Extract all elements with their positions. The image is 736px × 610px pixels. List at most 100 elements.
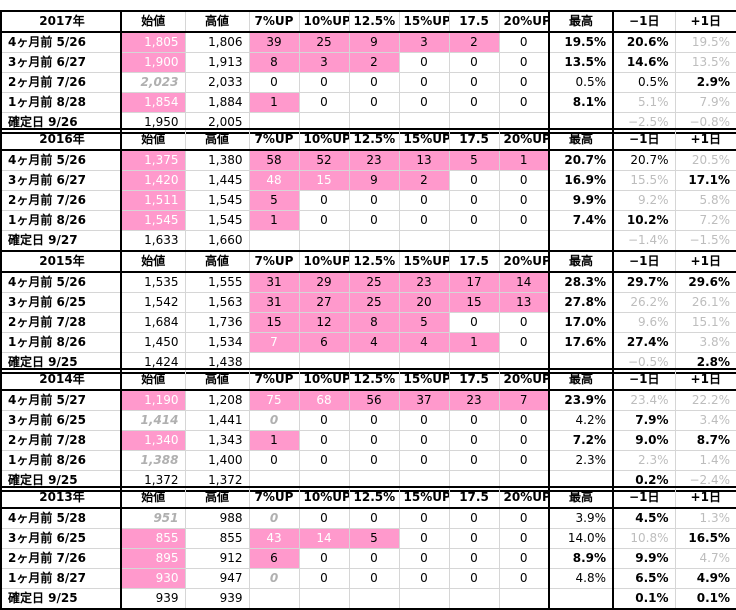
high-price-cell: 1,555 (184, 271, 250, 293)
table-row: 確定日 9/27 1,633 1,660 −1.4% −1.5% (0, 230, 736, 252)
high-price-cell: 1,441 (184, 410, 250, 431)
count-12-5up-cell: 0 (348, 568, 400, 589)
high-price-cell: 1,563 (184, 292, 250, 313)
count-12-5up-cell: 0 (348, 72, 400, 93)
count-17-5up-cell: 0 (448, 72, 500, 93)
count-12-5up-cell: 0 (348, 507, 400, 529)
count-7up-cell: 1 (248, 92, 300, 113)
row-label: 4ヶ月前 5/28 (0, 507, 122, 529)
count-10up-cell: 0 (298, 72, 350, 93)
plus-1-day-cell: 15.1% (674, 312, 736, 333)
count-10up-cell: 29 (298, 271, 350, 293)
count-12-5up-cell: 0 (348, 450, 400, 471)
column-header: 始値 (120, 250, 186, 273)
column-header: 高値 (184, 128, 250, 151)
max-gain-cell: 8.1% (548, 92, 614, 113)
column-header: 7%UP (248, 486, 300, 509)
minus-1-day-cell: 6.5% (612, 568, 676, 589)
count-20up-cell: 0 (498, 92, 550, 113)
minus-1-day-cell: 7.9% (612, 410, 676, 431)
row-label: 1ヶ月前 8/26 (0, 450, 122, 471)
count-12-5up-cell: 25 (348, 271, 400, 293)
count-7up-cell: 7 (248, 332, 300, 353)
plus-1-day-cell: 1.3% (674, 507, 736, 529)
minus-1-day-cell: 9.6% (612, 312, 676, 333)
count-12-5up-cell: 56 (348, 389, 400, 411)
count-7up-cell: 31 (248, 292, 300, 313)
count-20up-cell: 0 (498, 528, 550, 549)
count-17-5up-cell: 1 (448, 332, 500, 353)
open-price-cell: 1,684 (120, 312, 186, 333)
plus-1-day-cell: 3.4% (674, 410, 736, 431)
count-10up-cell: 14 (298, 528, 350, 549)
max-gain-cell: 0.5% (548, 72, 614, 93)
minus-1-day-cell: 9.9% (612, 548, 676, 569)
count-7up-cell: 6 (248, 548, 300, 569)
max-gain-cell (548, 230, 614, 252)
plus-1-day-cell: 20.5% (674, 149, 736, 171)
plus-1-day-cell: 8.7% (674, 430, 736, 451)
table-row: 3ヶ月前 6/27 1,900 1,913 8 3 2 0 0 0 13.5% 14.6% 13.5% (0, 52, 736, 73)
count-17-5up-cell (448, 230, 500, 252)
count-7up-cell: 0 (248, 450, 300, 471)
count-20up-cell: 0 (498, 312, 550, 333)
column-header: +1日 (674, 250, 736, 273)
column-header: 7%UP (248, 10, 300, 33)
column-header: 始値 (120, 486, 186, 509)
high-price-cell: 1,884 (184, 92, 250, 113)
minus-1-day-cell: 29.7% (612, 271, 676, 293)
count-17-5up-cell: 17 (448, 271, 500, 293)
row-label: 4ヶ月前 5/26 (0, 31, 122, 53)
open-price-cell: 1,375 (120, 149, 186, 171)
count-17-5up-cell: 0 (448, 568, 500, 589)
count-20up-cell: 0 (498, 170, 550, 191)
column-header: −1日 (612, 10, 676, 33)
column-header: 20%UP (498, 250, 550, 273)
max-gain-cell: 20.7% (548, 149, 614, 171)
minus-1-day-cell: 14.6% (612, 52, 676, 73)
table-row: 2ヶ月前 7/28 1,684 1,736 15 12 8 5 0 0 17.0% 9.6% 15.1… (0, 312, 736, 333)
count-20up-cell: 0 (498, 450, 550, 471)
open-price-cell: 895 (120, 548, 186, 569)
count-12-5up-cell: 9 (348, 170, 400, 191)
row-label: 1ヶ月前 8/26 (0, 210, 122, 231)
count-7up-cell: 75 (248, 389, 300, 411)
column-header: +1日 (674, 128, 736, 151)
high-price-cell: 1,400 (184, 450, 250, 471)
row-label: 4ヶ月前 5/26 (0, 149, 122, 171)
count-17-5up-cell: 2 (448, 31, 500, 53)
column-header: 15%UP (398, 250, 450, 273)
count-20up-cell: 0 (498, 52, 550, 73)
open-price-cell: 1,545 (120, 210, 186, 231)
count-15up-cell: 0 (398, 72, 450, 93)
count-15up-cell: 3 (398, 31, 450, 53)
open-price-cell: 1,388 (120, 450, 186, 471)
open-price-cell: 1,450 (120, 332, 186, 353)
year-label: 2015年 (0, 250, 122, 273)
high-price-cell: 1,545 (184, 210, 250, 231)
open-price-cell: 1,414 (120, 410, 186, 431)
count-7up-cell: 0 (248, 568, 300, 589)
high-price-cell: 1,445 (184, 170, 250, 191)
column-header: 12.5% (348, 10, 400, 33)
column-header: +1日 (674, 368, 736, 391)
row-label: 2ヶ月前 7/28 (0, 312, 122, 333)
count-15up-cell: 0 (398, 450, 450, 471)
plus-1-day-cell: 3.8% (674, 332, 736, 353)
count-15up-cell: 0 (398, 52, 450, 73)
count-7up-cell: 58 (248, 149, 300, 171)
column-header: 10%UP (298, 368, 350, 391)
open-price-cell: 1,542 (120, 292, 186, 313)
count-17-5up-cell: 0 (448, 190, 500, 211)
count-17-5up-cell: 0 (448, 92, 500, 113)
plus-1-day-cell: 13.5% (674, 52, 736, 73)
count-7up-cell: 0 (248, 507, 300, 529)
count-7up-cell: 0 (248, 72, 300, 93)
count-17-5up-cell: 0 (448, 507, 500, 529)
plus-1-day-cell: 22.2% (674, 389, 736, 411)
count-20up-cell: 0 (498, 190, 550, 211)
count-17-5up-cell: 0 (448, 548, 500, 569)
open-price-cell: 1,854 (120, 92, 186, 113)
year-table: 2017年 始値 高値 7%UP 10%UP 12.5% 15%UP 17.5 20%UP 最高 −… (0, 10, 736, 134)
